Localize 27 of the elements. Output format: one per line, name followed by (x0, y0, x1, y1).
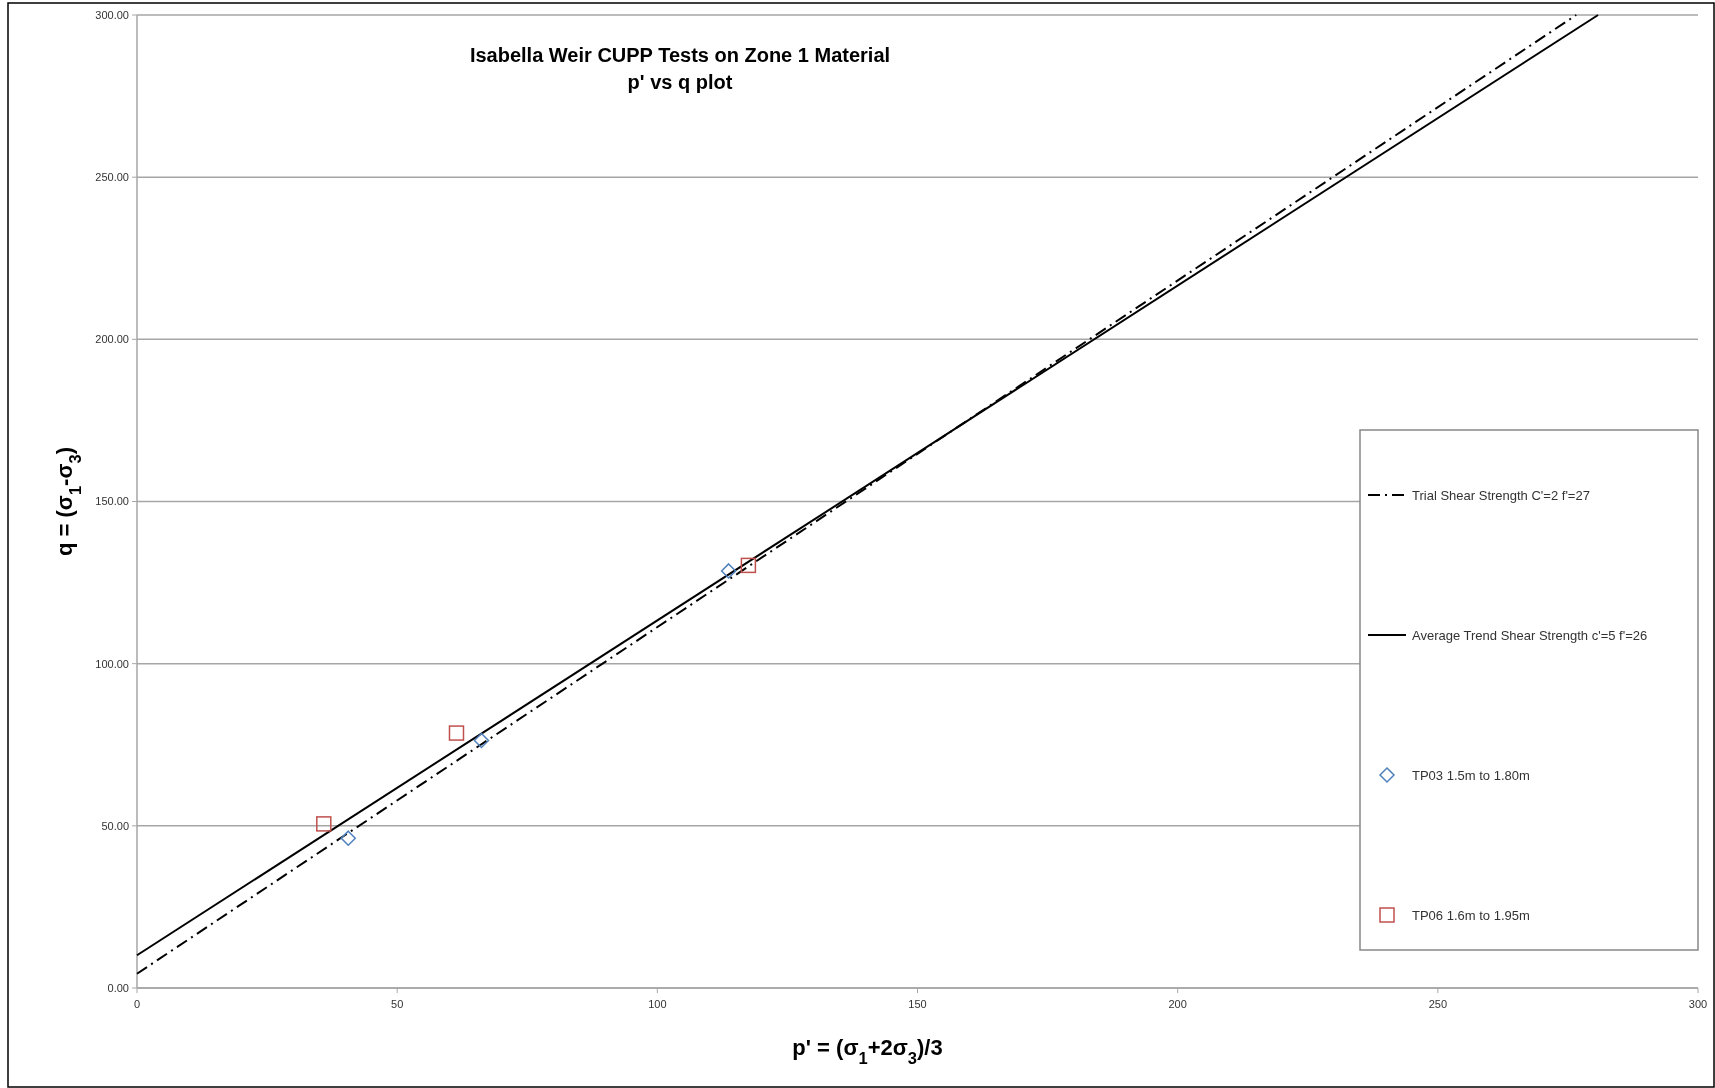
x-tick-label: 0 (133, 998, 141, 1010)
point (740, 557, 757, 574)
y-tick-label: 250.00 (95, 171, 129, 184)
y-tick-label: 100.00 (95, 657, 129, 670)
x-tick-label: 250 (1428, 998, 1448, 1010)
point (340, 830, 357, 846)
legend-label: Trial Shear Strength C'=2 f'=27 (1412, 487, 1590, 503)
x-tick-label: 200 (1168, 998, 1187, 1010)
x-axis-title: p' = (σ$_{1}$+2σ$_{3}$)/3 (792, 1035, 943, 1067)
x-tick-label: 300 (1688, 998, 1708, 1010)
text: Isabella Weir CUPP Tests on Zone 1 Material (469, 44, 891, 66)
y-tick-label: 200.00 (95, 333, 129, 346)
x-tick-label: 50 (391, 998, 404, 1010)
y-tick-label: 0.00 (107, 981, 129, 994)
legend-label: TP06 1.6m to 1.95m (1412, 907, 1530, 923)
point (448, 725, 465, 741)
x-tick-label: 150 (908, 998, 927, 1010)
text: p' vs q plot (627, 71, 733, 93)
point (316, 816, 332, 832)
y-tick-label: 50.00 (101, 819, 129, 832)
point (720, 563, 737, 579)
y-tick-label: 150.00 (95, 495, 129, 508)
point (473, 732, 490, 749)
legend-label: Average Trend Shear Strength c'=5 f'=26 (1412, 627, 1648, 643)
x-tick-label: 100 (648, 998, 667, 1010)
y-tick-label: 300.00 (95, 8, 129, 21)
legend-label: TP03 1.5m to 1.80m (1412, 767, 1530, 783)
